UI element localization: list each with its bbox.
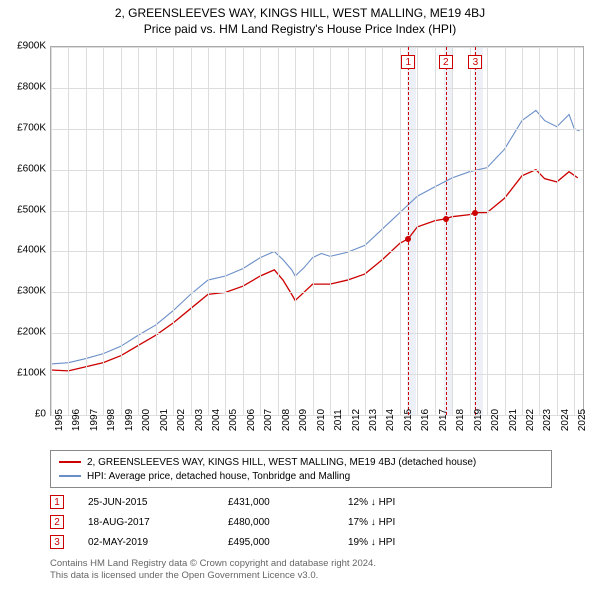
y-axis-label: £600K xyxy=(6,163,46,174)
x-axis-label: 2012 xyxy=(351,409,362,431)
chart-title: 2, GREENSLEEVES WAY, KINGS HILL, WEST MA… xyxy=(0,0,600,38)
x-axis-label: 2007 xyxy=(263,409,274,431)
x-axis-label: 2006 xyxy=(246,409,257,431)
event-diff: 19% ↓ HPI xyxy=(348,537,468,548)
legend-label-hpi: HPI: Average price, detached house, Tonb… xyxy=(87,471,350,482)
x-axis-label: 2015 xyxy=(403,409,414,431)
chart-lines xyxy=(51,47,583,415)
y-axis-label: £200K xyxy=(6,327,46,338)
events-table: 1 25-JUN-2015 £431,000 12% ↓ HPI 2 18-AU… xyxy=(50,492,468,552)
x-axis-label: 2025 xyxy=(577,409,588,431)
event-diff: 12% ↓ HPI xyxy=(348,497,468,508)
legend-row-hpi: HPI: Average price, detached house, Tonb… xyxy=(59,469,543,483)
x-axis-label: 2010 xyxy=(316,409,327,431)
event-marker: 3 xyxy=(50,535,64,549)
title-subtitle: Price paid vs. HM Land Registry's House … xyxy=(0,22,600,36)
event-date: 25-JUN-2015 xyxy=(88,497,228,508)
chart-marker: 3 xyxy=(468,55,482,69)
chart-marker: 1 xyxy=(401,55,415,69)
y-axis-label: £300K xyxy=(6,286,46,297)
legend-swatch-hpi xyxy=(59,475,81,477)
event-marker: 2 xyxy=(50,515,64,529)
y-axis-label: £100K xyxy=(6,368,46,379)
x-axis-label: 2017 xyxy=(438,409,449,431)
event-price: £480,000 xyxy=(228,517,348,528)
x-axis-label: 2024 xyxy=(560,409,571,431)
table-row: 1 25-JUN-2015 £431,000 12% ↓ HPI xyxy=(50,492,468,512)
price-chart: 1 2 3 xyxy=(50,46,584,416)
y-axis-label: £900K xyxy=(6,41,46,52)
x-axis-label: 2014 xyxy=(385,409,396,431)
x-axis-label: 2008 xyxy=(281,409,292,431)
x-axis-label: 2003 xyxy=(194,409,205,431)
event-price: £431,000 xyxy=(228,497,348,508)
event-date: 18-AUG-2017 xyxy=(88,517,228,528)
y-axis-label: £700K xyxy=(6,122,46,133)
legend: 2, GREENSLEEVES WAY, KINGS HILL, WEST MA… xyxy=(50,450,552,488)
event-price: £495,000 xyxy=(228,537,348,548)
y-axis-label: £800K xyxy=(6,81,46,92)
x-axis-label: 2013 xyxy=(368,409,379,431)
x-axis-label: 2002 xyxy=(176,409,187,431)
x-axis-label: 2000 xyxy=(141,409,152,431)
footer-line1: Contains HM Land Registry data © Crown c… xyxy=(50,558,376,570)
legend-swatch-property xyxy=(59,461,81,463)
x-axis-label: 2009 xyxy=(298,409,309,431)
chart-marker: 2 xyxy=(439,55,453,69)
legend-label-property: 2, GREENSLEEVES WAY, KINGS HILL, WEST MA… xyxy=(87,457,476,468)
x-axis-label: 2018 xyxy=(455,409,466,431)
y-axis-label: £500K xyxy=(6,204,46,215)
x-axis-label: 2022 xyxy=(525,409,536,431)
event-marker: 1 xyxy=(50,495,64,509)
x-axis-label: 2021 xyxy=(508,409,519,431)
x-axis-label: 2005 xyxy=(228,409,239,431)
footer-line2: This data is licensed under the Open Gov… xyxy=(50,570,376,582)
footer-attribution: Contains HM Land Registry data © Crown c… xyxy=(50,558,376,583)
y-axis-label: £400K xyxy=(6,245,46,256)
x-axis-label: 2016 xyxy=(420,409,431,431)
x-axis-label: 2004 xyxy=(211,409,222,431)
x-axis-label: 1996 xyxy=(71,409,82,431)
y-axis-label: £0 xyxy=(6,409,46,420)
table-row: 3 02-MAY-2019 £495,000 19% ↓ HPI xyxy=(50,532,468,552)
legend-row-property: 2, GREENSLEEVES WAY, KINGS HILL, WEST MA… xyxy=(59,455,543,469)
x-axis-label: 2020 xyxy=(490,409,501,431)
x-axis-label: 2019 xyxy=(473,409,484,431)
event-date: 02-MAY-2019 xyxy=(88,537,228,548)
x-axis-label: 2001 xyxy=(159,409,170,431)
title-address: 2, GREENSLEEVES WAY, KINGS HILL, WEST MA… xyxy=(0,6,600,20)
x-axis-label: 1995 xyxy=(54,409,65,431)
event-diff: 17% ↓ HPI xyxy=(348,517,468,528)
x-axis-label: 2023 xyxy=(542,409,553,431)
x-axis-label: 1999 xyxy=(124,409,135,431)
x-axis-label: 1997 xyxy=(89,409,100,431)
x-axis-label: 1998 xyxy=(106,409,117,431)
x-axis-label: 2011 xyxy=(333,409,344,431)
table-row: 2 18-AUG-2017 £480,000 17% ↓ HPI xyxy=(50,512,468,532)
